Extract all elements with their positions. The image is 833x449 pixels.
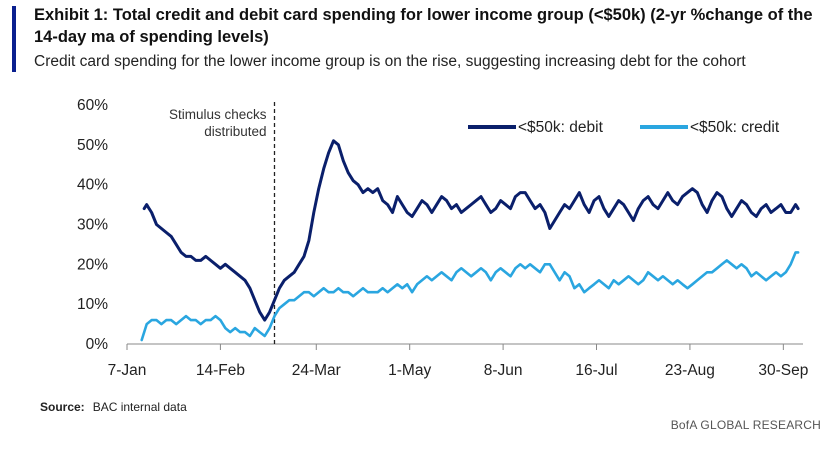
series-line-credit	[140, 251, 800, 342]
brand-label: BofA GLOBAL RESEARCH	[670, 418, 821, 432]
y-tick-label: 20%	[77, 256, 108, 273]
chart-title: Exhibit 1: Total credit and debit card s…	[34, 6, 813, 46]
source-note: Source: BAC internal data	[40, 400, 187, 414]
x-tick-label: 16-Jul	[575, 362, 617, 379]
source-text: BAC internal data	[92, 400, 187, 414]
y-tick-label: 60%	[77, 97, 108, 114]
stimulus-annotation-text: distributed	[204, 124, 266, 139]
x-tick-label: 23-Aug	[665, 362, 715, 379]
y-tick-label: 10%	[77, 296, 108, 313]
legend-label: <$50k: credit	[690, 119, 780, 136]
title-accent-bar	[12, 6, 16, 72]
stimulus-annotation-text: Stimulus checks	[169, 107, 267, 122]
chart-subtitle: Credit card spending for the lower incom…	[34, 53, 746, 70]
y-tick-label: 40%	[77, 177, 108, 194]
series-line-debit	[142, 139, 800, 322]
x-tick-label: 30-Sep	[758, 362, 808, 379]
x-tick-label: 8-Jun	[484, 362, 523, 379]
y-tick-label: 30%	[77, 217, 108, 234]
x-tick-label: 7-Jan	[108, 362, 147, 379]
x-tick-label: 14-Feb	[196, 362, 245, 379]
x-tick-label: 24-Mar	[292, 362, 341, 379]
y-tick-label: 50%	[77, 137, 108, 154]
y-tick-label: 0%	[86, 336, 109, 353]
legend-label: <$50k: debit	[518, 119, 604, 136]
x-tick-label: 1-May	[388, 362, 431, 379]
source-label: Source:	[40, 400, 85, 414]
